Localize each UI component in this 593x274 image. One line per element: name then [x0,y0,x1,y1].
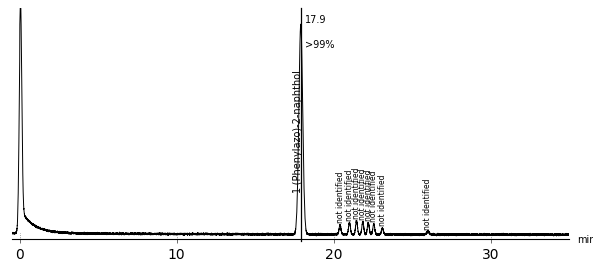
Text: not identified: not identified [358,169,367,220]
Text: not identified: not identified [364,170,373,221]
Text: >99%: >99% [305,40,334,50]
Text: min: min [577,235,593,245]
Text: not identified: not identified [423,178,432,230]
Text: not identified: not identified [345,170,354,221]
Text: not identified: not identified [352,168,361,219]
Text: not identified: not identified [378,175,387,226]
Text: 1-(Phenylazo)-2-naphthol: 1-(Phenylazo)-2-naphthol [292,68,302,192]
Text: not identified: not identified [336,172,345,223]
Text: not identified: not identified [369,171,378,222]
Text: 17.9: 17.9 [305,15,326,24]
